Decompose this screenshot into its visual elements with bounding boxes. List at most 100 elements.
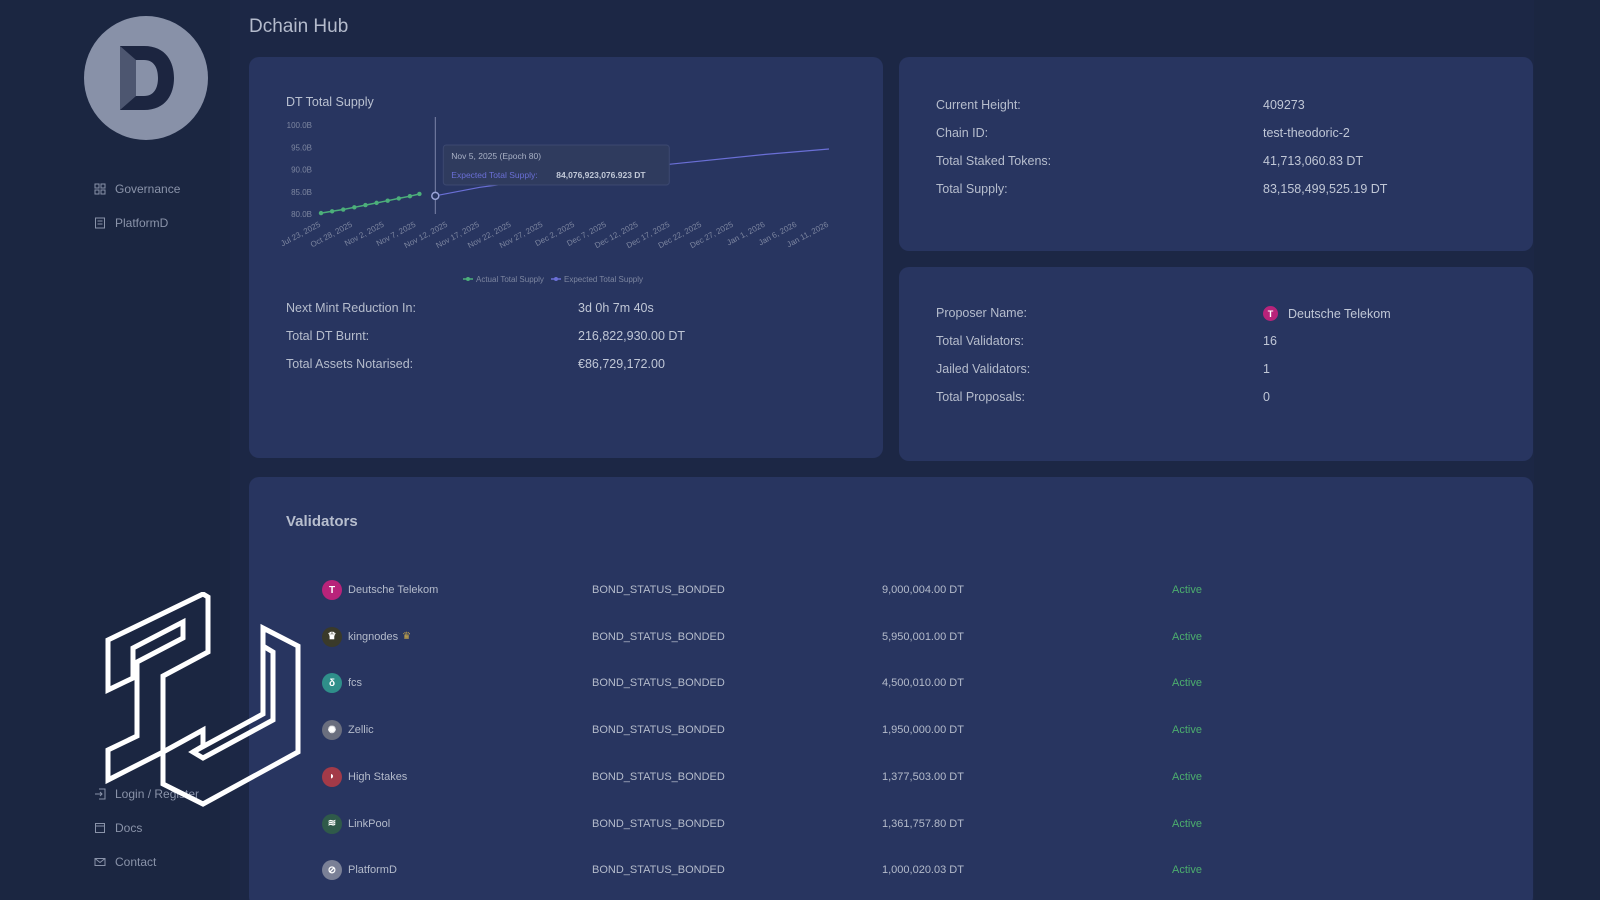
y-tick-label: 80.0B (291, 210, 312, 219)
validator-tokens: 1,950,000.00 DT (882, 724, 964, 737)
overlay-brand-logo (105, 592, 301, 807)
data-point (374, 200, 379, 206)
validator-row[interactable]: δ fcs BOND_STATUS_BONDED 4,500,010.00 DT Act… (322, 671, 1472, 695)
stat-row: Next Mint Reduction In: 3d 0h 7m 40s (286, 301, 846, 315)
validator-name: ✺ Zellic (322, 720, 572, 741)
legend-label: Expected Total Supply (564, 275, 643, 284)
stat-value: 0 (1263, 390, 1270, 404)
validator-name: ◗ High Stakes (322, 766, 572, 787)
sidebar: Governance PlatformD Login / Register Do… (0, 0, 230, 900)
validator-row[interactable]: ⊘ PlatformD BOND_STATUS_BONDED 1,000,020.03… (322, 858, 1472, 882)
dchain-logo[interactable] (84, 16, 208, 140)
validator-avatar-icon: ◗ (322, 766, 342, 787)
sidebar-item-label: Governance (115, 182, 181, 196)
validator-bond-status: BOND_STATUS_BONDED (592, 864, 725, 877)
validator-row[interactable]: ◗ High Stakes BOND_STATUS_BONDED 1,377,503.… (322, 765, 1472, 789)
data-point (396, 196, 401, 201)
validator-row[interactable]: T Deutsche Telekom BOND_STATUS_BONDED 9,000… (322, 578, 1472, 602)
y-tick-label: 95.0B (291, 143, 312, 152)
validator-name: ♛ kingnodes ♛ (322, 626, 572, 647)
document-icon (94, 217, 106, 229)
chart-title: DT Total Supply (286, 95, 374, 109)
stat-value: 409273 (1263, 98, 1305, 112)
y-tick-label: 85.0B (291, 188, 312, 197)
stat-label: Proposer Name: (936, 306, 1028, 320)
tooltip-title: Nov 5, 2025 (Epoch 80) (451, 151, 541, 161)
stat-row: Total DT Burnt: 216,822,930.00 DT (286, 329, 846, 343)
legend-marker (554, 277, 558, 281)
grid-icon (94, 183, 106, 195)
data-point (363, 202, 368, 208)
sidebar-item-contact[interactable]: Contact (94, 845, 199, 879)
validator-row[interactable]: ≋ LinkPool BOND_STATUS_BONDED 1,361,757.80 … (322, 812, 1472, 836)
stat-row: Current Height: 409273 (936, 98, 1496, 112)
validator-bond-status: BOND_STATUS_BONDED (592, 584, 725, 596)
stat-row: Total Staked Tokens: 41,713,060.83 DT (936, 154, 1496, 168)
stat-value: 216,822,930.00 DT (578, 329, 686, 343)
chain-info-card: Current Height: 409273 Chain ID: test-theod… (899, 57, 1533, 251)
validator-bond-status: BOND_STATUS_BONDED (592, 817, 725, 830)
sidebar-item-platformd[interactable]: PlatformD (94, 206, 180, 240)
validator-state-badge: Active (1172, 817, 1202, 830)
sidebar-item-docs[interactable]: Docs (94, 811, 199, 845)
y-tick-label: 100.0B (287, 121, 312, 130)
validator-state-badge: Active (1172, 864, 1202, 877)
stat-value: test-theodoric-2 (1263, 126, 1350, 140)
stat-value: 41,713,060.83 DT (1263, 154, 1364, 168)
d-logo-icon (120, 46, 174, 110)
validator-avatar-icon: ⊘ (322, 860, 342, 881)
validator-name: ≋ LinkPool (322, 813, 572, 834)
sidebar-nav-top: Governance PlatformD (94, 172, 180, 240)
data-point (329, 209, 335, 214)
data-point (385, 198, 390, 203)
data-point (341, 207, 346, 212)
data-point (407, 194, 413, 199)
stat-value: 83,158,499,525.19 DT (1263, 182, 1388, 196)
validators-card: Validators T Deutsche Telekom BOND_STATUS_… (249, 477, 1533, 900)
stat-row: Total Supply: 83,158,499,525.19 DT (936, 182, 1496, 196)
validator-tokens: 1,000,020.03 DT (882, 864, 964, 877)
validator-tokens: 1,377,503.00 DT (882, 770, 964, 783)
total-supply-card: DT Total Supply 100.0B 95.0B 90.0B 85.0B 80.… (249, 57, 883, 458)
validator-row[interactable]: ✺ Zellic BOND_STATUS_BONDED 1,950,000.00 DT… (322, 718, 1472, 742)
stat-label: Next Mint Reduction In: (286, 301, 416, 315)
stat-row: Total Assets Notarised: €86,729,172.00 (286, 357, 846, 371)
series-line (320, 193, 420, 214)
validator-tokens: 9,000,004.00 DT (882, 584, 964, 596)
validator-row[interactable]: ♛ kingnodes ♛ BOND_STATUS_BONDED 5,950,001.0… (322, 625, 1472, 649)
stat-row: Total Validators: 16 (936, 334, 1496, 348)
sidebar-item-label: Docs (115, 821, 143, 835)
validator-name: ⊘ PlatformD (322, 860, 572, 881)
stat-label: Jailed Validators: (936, 362, 1031, 376)
validator-bond-status: BOND_STATUS_BONDED (592, 677, 725, 690)
data-point (417, 191, 422, 197)
docs-icon (94, 822, 106, 834)
validator-avatar-icon: ≋ (322, 813, 342, 834)
validator-bond-status: BOND_STATUS_BONDED (592, 770, 725, 783)
validator-tokens: 4,500,010.00 DT (882, 677, 964, 690)
stat-value: 1 (1263, 362, 1270, 376)
tooltip-label: Expected Total Supply: (451, 170, 537, 180)
stat-label: Total Supply: (936, 182, 1008, 196)
validator-tokens: 5,950,001.00 DT (882, 630, 964, 643)
stat-label: Total Validators: (936, 334, 1025, 348)
stat-row: Proposer Name: T Deutsche Telekom (936, 306, 1496, 321)
data-point (352, 205, 357, 210)
sidebar-item-governance[interactable]: Governance (94, 172, 180, 206)
validator-name: δ fcs (322, 673, 572, 694)
validator-avatar-icon: ✺ (322, 720, 342, 741)
validator-avatar-icon: δ (322, 673, 342, 694)
validator-tokens: 1,361,757.80 DT (882, 817, 964, 830)
validator-avatar-icon: ♛ (322, 626, 342, 647)
validators-title: Validators (286, 513, 358, 530)
stat-value: 3d 0h 7m 40s (578, 301, 654, 315)
stat-value: €86,729,172.00 (578, 357, 665, 371)
tooltip-box (442, 144, 670, 186)
validator-state-badge: Active (1172, 584, 1202, 596)
sidebar-item-label: PlatformD (115, 216, 169, 230)
validator-state-badge: Active (1172, 724, 1202, 737)
legend-marker (466, 277, 470, 281)
validator-state-badge: Active (1172, 677, 1202, 690)
tooltip-value: 84,076,923,076.923 DT (556, 170, 646, 180)
